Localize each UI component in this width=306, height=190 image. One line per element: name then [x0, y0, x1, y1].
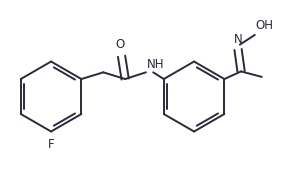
Text: NH: NH — [147, 58, 164, 71]
Text: F: F — [48, 138, 54, 151]
Text: OH: OH — [256, 20, 273, 32]
Text: N: N — [234, 33, 242, 46]
Text: O: O — [115, 38, 125, 51]
